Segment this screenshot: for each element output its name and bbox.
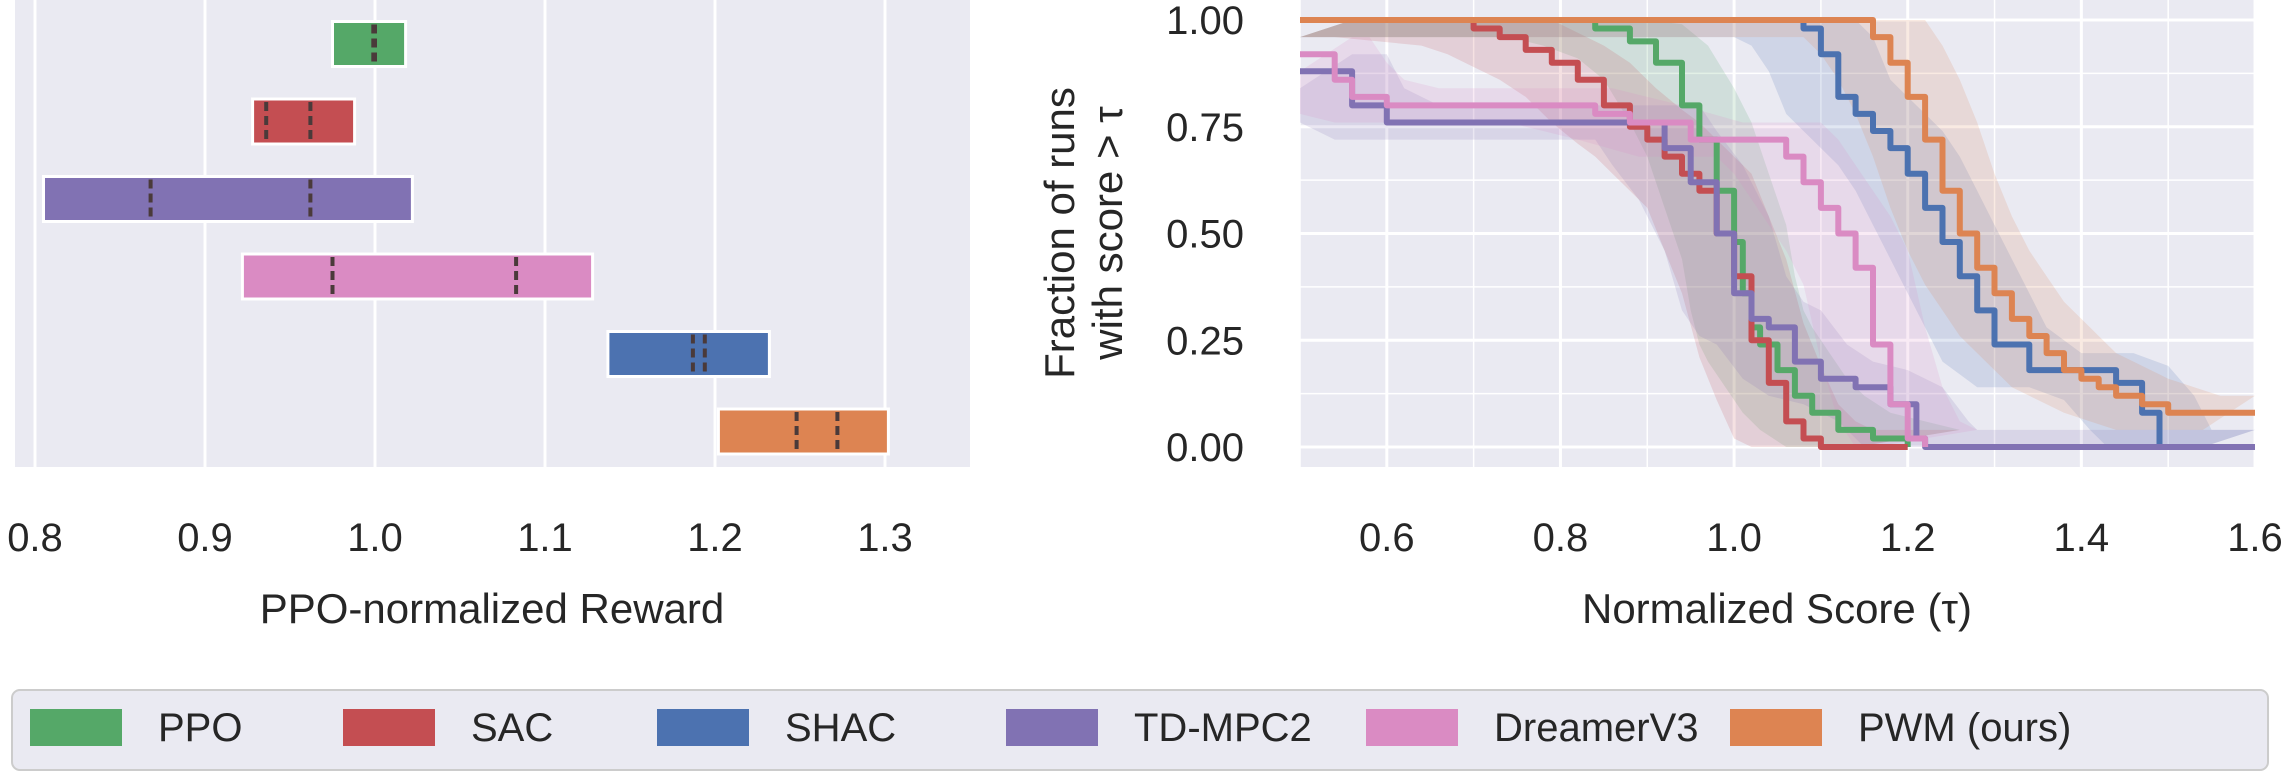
interval-x-ticks: 0.8 0.9 1.0 1.1 1.2 1.3 <box>7 516 913 560</box>
profile-x-tick-label: 1.0 <box>1706 516 1762 560</box>
interval-chart-background <box>15 0 970 467</box>
interval-bar <box>240 252 595 301</box>
profile-x-tick-label: 0.6 <box>1359 516 1415 560</box>
legend-label: TD-MPC2 <box>1134 706 1312 750</box>
interval-x-axis-label: PPO-normalized Reward <box>260 585 725 632</box>
legend-swatch <box>343 709 435 746</box>
profile-confidence-band <box>1300 20 2255 430</box>
legend-items: PPO SAC SHAC TD-MPC2 DreamerV3 PWM (ours) <box>30 706 2071 750</box>
interval-bar <box>251 97 357 146</box>
profile-x-tick-label: 1.6 <box>2227 516 2283 560</box>
performance-profile-chart: 0.6 0.8 1.0 1.2 1.4 1.6 0.000.250.500.751.00 … <box>1036 0 2283 632</box>
profile-line <box>1300 17 2255 416</box>
legend-box <box>11 689 2269 771</box>
legend-swatch <box>657 709 749 746</box>
profile-x-tick-label: 1.2 <box>1880 516 1936 560</box>
profile-x-tick-label: 0.8 <box>1533 516 1589 560</box>
legend-label: SAC <box>471 706 553 750</box>
profile-y-tick-label: 0.50 <box>1166 213 1244 257</box>
legend-swatch <box>1730 709 1822 746</box>
profile-line <box>1300 17 1911 447</box>
profile-confidence-band <box>1300 37 1978 447</box>
profile-line <box>1300 17 2255 450</box>
profile-x-tick-label: 1.4 <box>2054 516 2110 560</box>
profile-y-axis-label-line1: Fraction of runs <box>1036 87 1083 379</box>
interval-bar <box>606 330 771 378</box>
interval-bar <box>716 407 890 456</box>
profile-confidence-band <box>1300 20 2255 447</box>
interval-x-tick-label: 0.8 <box>7 516 63 560</box>
interval-x-tick-label: 1.2 <box>687 516 743 560</box>
profile-y-axis-label-line2: with score > τ <box>1084 106 1131 361</box>
interval-x-tick-label: 1.0 <box>347 516 403 560</box>
profile-confidence-band <box>1300 54 2255 447</box>
profile-lines <box>1300 17 2255 450</box>
legend-label: SHAC <box>785 706 896 750</box>
legend-label: PWM (ours) <box>1858 706 2071 750</box>
profile-y-tick-label: 0.75 <box>1166 106 1244 150</box>
interval-chart: 0.8 0.9 1.0 1.1 1.2 1.3 PPO-normalized Reward <box>7 0 970 632</box>
interval-x-tick-label: 0.9 <box>177 516 233 560</box>
interval-bar <box>331 20 408 68</box>
legend-swatch <box>30 709 122 746</box>
profile-line <box>1300 17 1908 450</box>
profile-line <box>1300 51 1929 447</box>
profile-y-ticks: 0.00 0.25 0.50 0.75 1.00 <box>1166 0 1244 470</box>
legend-swatch <box>1366 709 1458 746</box>
profile-x-axis-label: Normalized Score (τ) <box>1582 585 1972 632</box>
legend-label: DreamerV3 <box>1494 706 1699 750</box>
legend-swatch <box>1006 709 1098 746</box>
profile-y-tick-label: 0.00 <box>1166 426 1244 470</box>
legend: PPO SAC SHAC TD-MPC2 DreamerV3 PWM (ours) <box>11 689 2269 771</box>
profile-x-ticks: 0.6 0.8 1.0 1.2 1.4 1.6 <box>1359 516 2283 560</box>
interval-bar <box>42 175 414 223</box>
legend-label: PPO <box>158 706 242 750</box>
interval-x-tick-label: 1.3 <box>857 516 913 560</box>
profile-y-tick-label: 1.00 <box>1166 0 1244 43</box>
interval-chart-grid <box>33 0 887 467</box>
profile-y-tick-label: 0.25 <box>1166 319 1244 363</box>
interval-x-tick-label: 1.1 <box>517 516 573 560</box>
interval-bars <box>42 20 890 456</box>
